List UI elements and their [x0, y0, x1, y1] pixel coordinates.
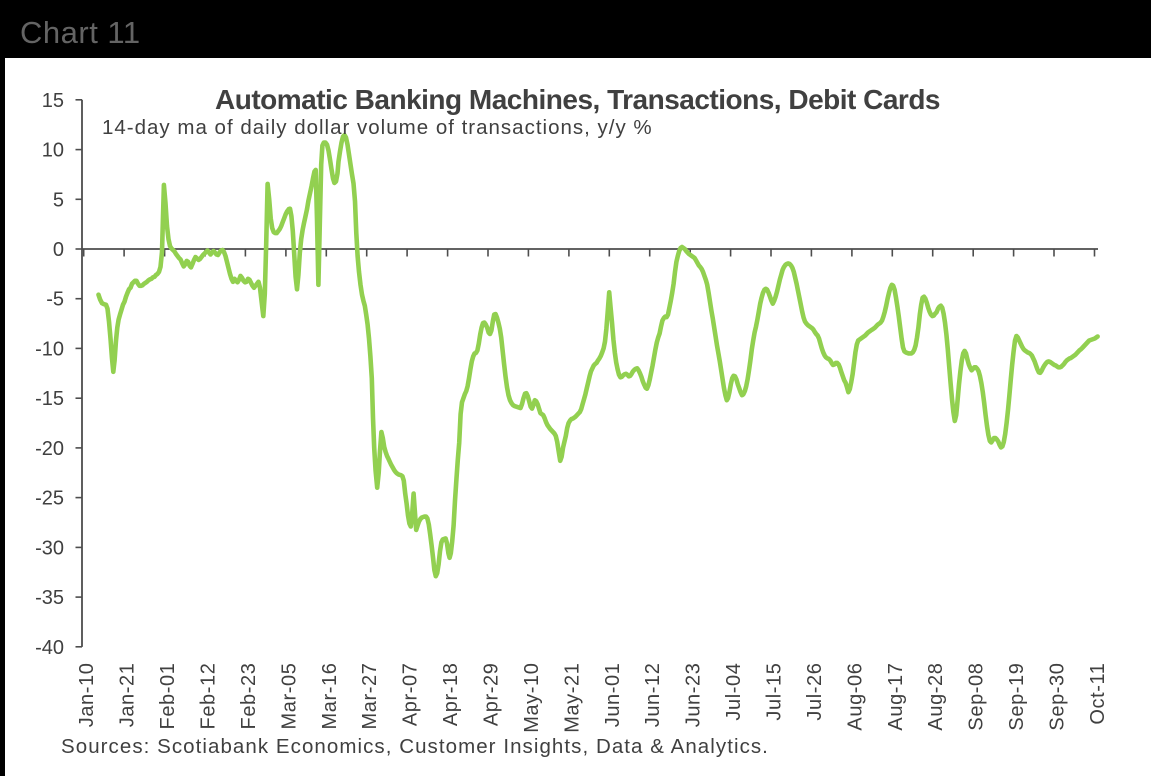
svg-text:Automatic Banking Machines, Tr: Automatic Banking Machines, Transactions… [215, 84, 940, 115]
svg-text:-20: -20 [35, 438, 64, 460]
svg-text:May-10: May-10 [521, 663, 543, 733]
svg-text:Jul-26: Jul-26 [804, 663, 826, 721]
svg-text:Aug-06: Aug-06 [844, 663, 866, 731]
svg-text:Jun-12: Jun-12 [642, 663, 664, 728]
svg-text:Oct-11: Oct-11 [1087, 663, 1109, 725]
svg-text:14-day ma of daily dollar volu: 14-day ma of daily dollar volume of tran… [102, 116, 653, 139]
svg-text:-30: -30 [35, 537, 64, 559]
svg-text:Jul-15: Jul-15 [764, 663, 786, 721]
svg-text:Sep-30: Sep-30 [1047, 663, 1069, 731]
svg-text:Mar-05: Mar-05 [278, 663, 300, 730]
svg-text:Feb-12: Feb-12 [198, 663, 220, 730]
svg-text:Sep-08: Sep-08 [966, 663, 988, 731]
svg-text:10: 10 [42, 140, 64, 162]
svg-text:Mar-27: Mar-27 [359, 663, 381, 730]
svg-text:5: 5 [53, 189, 64, 211]
svg-text:Sources: Scotiabank Economics,: Sources: Scotiabank Economics, Customer … [61, 735, 769, 758]
svg-text:Apr-29: Apr-29 [481, 663, 503, 727]
svg-text:Jun-01: Jun-01 [602, 663, 624, 728]
svg-text:Aug-17: Aug-17 [885, 663, 907, 731]
svg-text:Jan-10: Jan-10 [76, 663, 98, 728]
svg-text:Feb-23: Feb-23 [238, 663, 260, 730]
svg-text:May-21: May-21 [561, 663, 583, 733]
svg-text:0: 0 [53, 239, 64, 261]
svg-text:Sep-19: Sep-19 [1006, 663, 1028, 731]
svg-text:-15: -15 [35, 388, 64, 410]
svg-text:-35: -35 [35, 587, 64, 609]
svg-text:Apr-07: Apr-07 [400, 663, 422, 727]
svg-text:-5: -5 [46, 289, 64, 311]
svg-text:15: 15 [42, 90, 64, 112]
svg-text:Jun-23: Jun-23 [683, 663, 705, 728]
svg-text:Jul-04: Jul-04 [723, 663, 745, 721]
svg-text:Jan-21: Jan-21 [117, 663, 139, 728]
svg-text:-40: -40 [35, 637, 64, 659]
svg-text:Aug-28: Aug-28 [925, 663, 947, 731]
svg-text:Feb-01: Feb-01 [157, 663, 179, 730]
svg-text:-25: -25 [35, 488, 64, 510]
svg-text:-10: -10 [35, 338, 64, 360]
svg-text:Mar-16: Mar-16 [319, 663, 341, 730]
svg-text:Apr-18: Apr-18 [440, 663, 462, 727]
